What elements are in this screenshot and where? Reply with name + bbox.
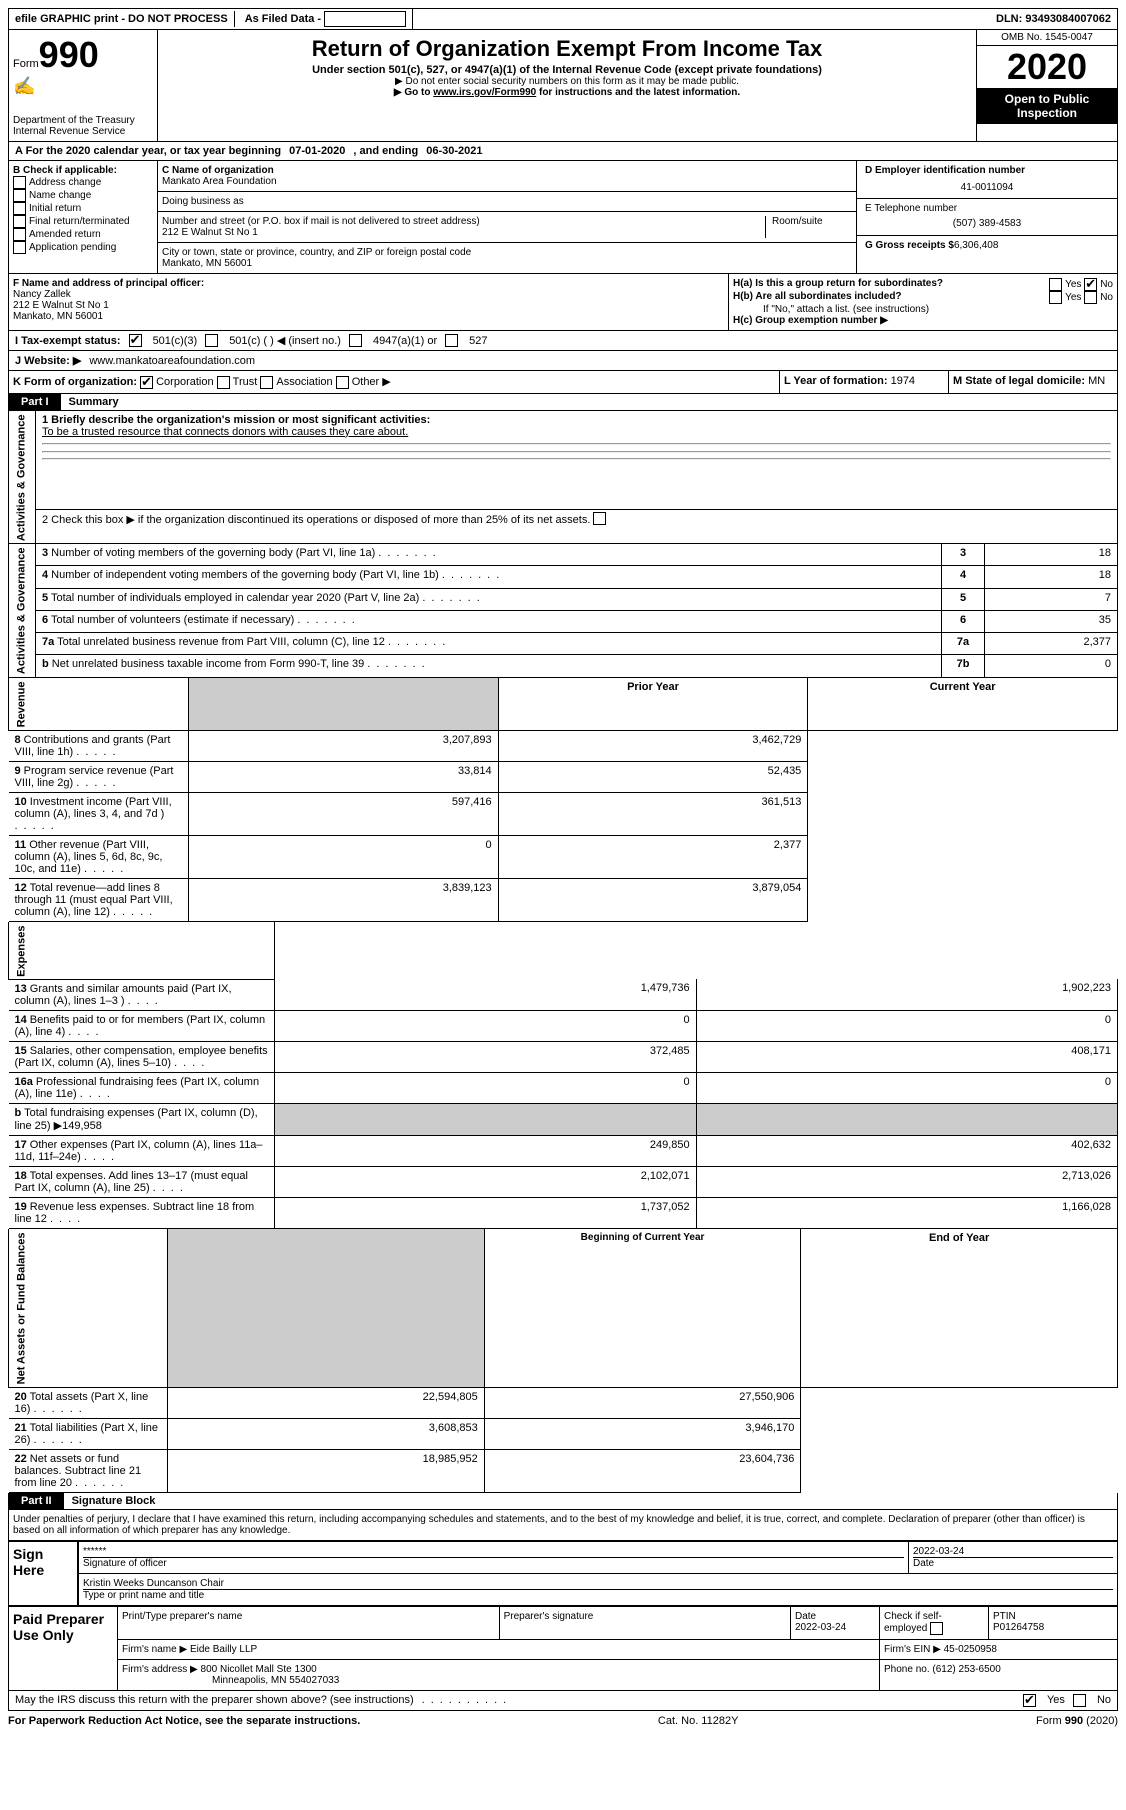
section-c: C Name of organization Mankato Area Foun… [158, 161, 856, 273]
vert-label-ag: Activities & Governance [9, 411, 36, 544]
inspection-badge: Open to Public Inspection [977, 88, 1117, 124]
table-row: 20 Total assets (Part X, line 16) ......… [9, 1387, 1118, 1418]
form-subtitle: Under section 501(c), 527, or 4947(a)(1)… [162, 64, 972, 76]
table-row: 21 Total liabilities (Part X, line 26) .… [9, 1418, 1118, 1449]
phone: (507) 389-4583 [865, 214, 1109, 229]
table-row: b Net unrelated business taxable income … [9, 655, 1118, 677]
table-row: 7a Total unrelated business revenue from… [9, 633, 1118, 655]
line-j: J Website: ▶ www.mankatoareafoundation.c… [8, 351, 1118, 371]
section-d: D Employer identification number 41-0011… [856, 161, 1117, 273]
table-row: 12 Total revenue—add lines 8 through 11 … [9, 878, 1118, 921]
table-row: 13 Grants and similar amounts paid (Part… [9, 979, 1118, 1010]
dept-label: Department of the Treasury [13, 115, 153, 126]
table-row: 14 Benefits paid to or for members (Part… [9, 1010, 1118, 1041]
table-row: 6 Total number of volunteers (estimate i… [9, 610, 1118, 632]
table-row: b Total fundraising expenses (Part IX, c… [9, 1103, 1118, 1135]
table-row: 15 Salaries, other compensation, employe… [9, 1041, 1118, 1072]
part1-rev-table: Revenue Prior Year Current Year 8 Contri… [8, 678, 1118, 922]
table-row: 8 Contributions and grants (Part VIII, l… [9, 730, 1118, 761]
table-row: Activities & Governance 3 Number of voti… [9, 544, 1118, 566]
table-row: 5 Total number of individuals employed i… [9, 588, 1118, 610]
ein: 41-0011094 [865, 176, 1109, 193]
irs-label: Internal Revenue Service [13, 126, 153, 137]
top-bar: efile GRAPHIC print - DO NOT PROCESS As … [8, 8, 1118, 30]
officer-name: Nancy Zallek [13, 289, 724, 300]
table-row: 9 Program service revenue (Part VIII, li… [9, 761, 1118, 792]
part1-header: Part I Summary [8, 394, 1118, 411]
part1-table: Activities & Governance 1 Briefly descri… [8, 411, 1118, 545]
gross-receipts: 6,306,408 [954, 240, 999, 251]
form-title: Return of Organization Exempt From Incom… [162, 36, 972, 62]
form-header: Form990 ✍ Department of the Treasury Int… [8, 30, 1118, 142]
part1-ag-rows: Activities & Governance 3 Number of voti… [8, 544, 1118, 678]
org-name: Mankato Area Foundation [162, 176, 852, 187]
org-address: 212 E Walnut St No 1 [162, 227, 765, 238]
form-note-2: ▶ Go to www.irs.gov/Form990 for instruct… [162, 87, 972, 98]
form-footer-right: Form 990 (2020) [1036, 1715, 1118, 1727]
officer-block: F Name and address of principal officer:… [8, 274, 1118, 331]
paid-preparer-table: Paid Preparer Use Only Print/Type prepar… [8, 1606, 1118, 1691]
table-row: 17 Other expenses (Part IX, column (A), … [9, 1135, 1118, 1166]
table-row: 19 Revenue less expenses. Subtract line … [9, 1197, 1118, 1228]
vert-label-rev: Revenue [9, 678, 189, 730]
table-row: 10 Investment income (Part VIII, column … [9, 792, 1118, 835]
website: www.mankatoareafoundation.com [89, 355, 255, 367]
vert-label-exp: Expenses [9, 922, 275, 980]
dln: DLN: 93493084007062 [417, 11, 1117, 27]
org-info-block: B Check if applicable: Address change Na… [8, 161, 1118, 274]
part2-header: Part II Signature Block [8, 1493, 1118, 1510]
table-row: 11 Other revenue (Part VIII, column (A),… [9, 835, 1118, 878]
sign-here-table: Sign Here ****** Signature of officer 20… [8, 1541, 1118, 1606]
line-a: A For the 2020 calendar year, or tax yea… [8, 142, 1118, 161]
table-row: 22 Net assets or fund balances. Subtract… [9, 1449, 1118, 1492]
section-h: H(a) Is this a group return for subordin… [728, 274, 1117, 330]
discuss-line: May the IRS discuss this return with the… [8, 1691, 1118, 1711]
section-b: B Check if applicable: Address change Na… [9, 161, 158, 273]
efile-label: efile GRAPHIC print - DO NOT PROCESS [9, 11, 235, 27]
table-row: 4 Number of independent voting members o… [9, 566, 1118, 588]
table-row: 16a Professional fundraising fees (Part … [9, 1072, 1118, 1103]
omb-number: OMB No. 1545-0047 [977, 30, 1117, 46]
part1-exp-table: Expenses 13 Grants and similar amounts p… [8, 922, 1118, 1229]
page-footer: For Paperwork Reduction Act Notice, see … [8, 1711, 1118, 1731]
form-note-1: ▶ Do not enter social security numbers o… [162, 76, 972, 87]
part1-na-table: Net Assets or Fund Balances Beginning of… [8, 1229, 1118, 1493]
perjury-text: Under penalties of perjury, I declare th… [8, 1510, 1118, 1541]
mission-text: To be a trusted resource that connects d… [42, 426, 1111, 438]
as-filed-label: As Filed Data - [239, 9, 413, 29]
tax-year: 2020 [977, 46, 1117, 88]
vert-label-na: Net Assets or Fund Balances [9, 1229, 168, 1387]
org-city: Mankato, MN 56001 [162, 258, 852, 269]
line-klm: K Form of organization: Corporation Trus… [8, 371, 1118, 394]
table-row: 18 Total expenses. Add lines 13–17 (must… [9, 1166, 1118, 1197]
line-i: I Tax-exempt status: 501(c)(3) 501(c) ( … [8, 331, 1118, 351]
